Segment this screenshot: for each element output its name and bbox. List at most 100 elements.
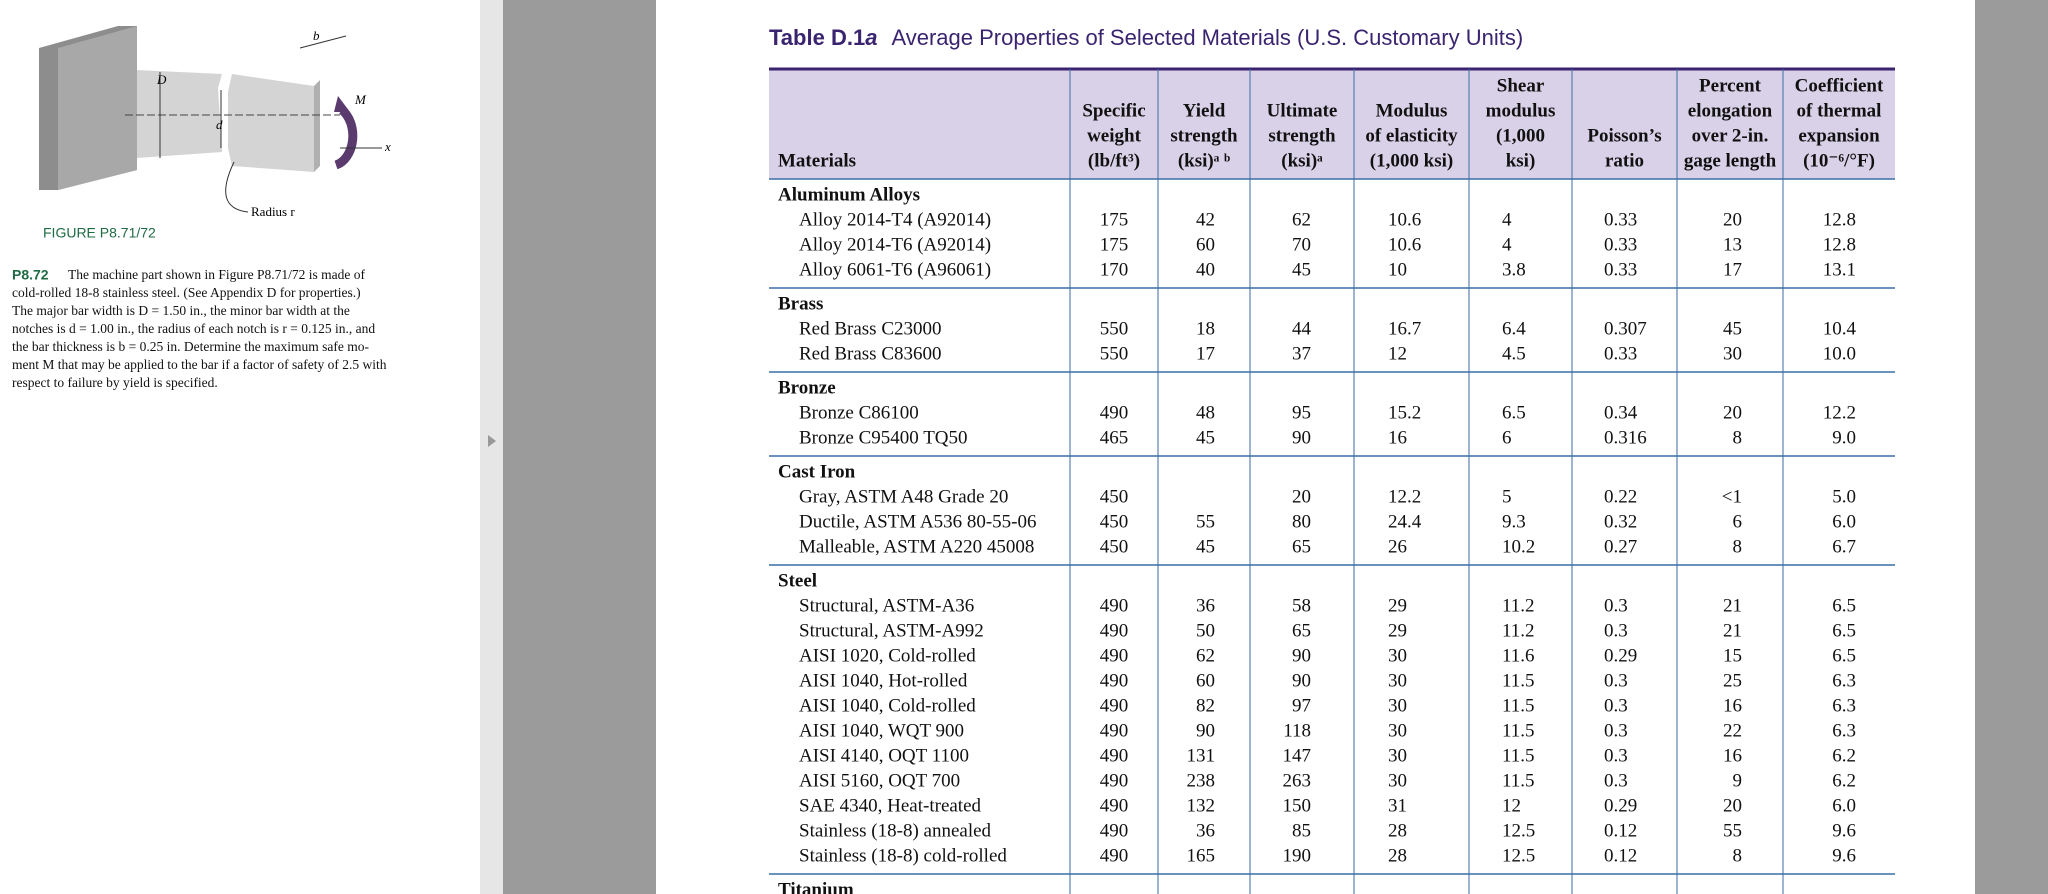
cell-value: 90	[1292, 645, 1311, 666]
cell-value: 12.5	[1502, 845, 1535, 866]
cell-value: 11.6	[1502, 645, 1535, 666]
splitter[interactable]	[480, 0, 503, 894]
cell-value: 165	[1187, 845, 1216, 866]
column-header: elongation	[1688, 100, 1773, 121]
cell-value: 97	[1292, 695, 1311, 716]
figure-illustration	[39, 26, 382, 213]
cell-value: 11.5	[1502, 720, 1535, 741]
cell-value: 0.12	[1604, 845, 1637, 866]
cell-value: 17	[1723, 259, 1742, 280]
cell-value: 82	[1196, 695, 1215, 716]
cell-value: 20	[1723, 795, 1742, 816]
cell-value: 21	[1723, 595, 1742, 616]
figure-label: b	[313, 28, 320, 43]
material-name: Bronze C86100	[799, 402, 919, 423]
material-name: Stainless (18-8) annealed	[799, 820, 992, 841]
column-header: weight	[1087, 125, 1142, 146]
cell-value: 16.7	[1388, 318, 1421, 339]
cell-value: 29	[1388, 595, 1407, 616]
material-name: AISI 4140, OQT 1100	[799, 745, 969, 766]
cell-value: 490	[1100, 620, 1129, 641]
gutter	[1975, 0, 2048, 894]
cell-value: 30	[1388, 645, 1407, 666]
cell-value: 12.2	[1388, 486, 1421, 507]
cell-value: 10.6	[1388, 209, 1421, 230]
cell-value: 28	[1388, 820, 1407, 841]
cell-value: 10.0	[1823, 343, 1856, 364]
cell-value: 20	[1723, 209, 1742, 230]
cell-value: 6.3	[1832, 670, 1856, 691]
cell-value: 45	[1292, 259, 1311, 280]
cell-value: 0.33	[1604, 343, 1637, 364]
figure-caption: FIGURE P8.71/72	[43, 225, 156, 241]
cell-value: 30	[1388, 670, 1407, 691]
cell-value: 12.5	[1502, 820, 1535, 841]
material-name: Stainless (18-8) cold-rolled	[799, 845, 1007, 866]
group-heading: Bronze	[778, 377, 836, 398]
column-header: of thermal	[1797, 100, 1882, 121]
cell-value: 550	[1100, 343, 1129, 364]
cell-value: 6	[1502, 427, 1512, 448]
cell-value: 0.3	[1604, 595, 1628, 616]
cell-value: 10.4	[1823, 318, 1857, 339]
cell-value: 6.3	[1832, 720, 1856, 741]
problem-line: the bar thickness is b = 0.25 in. Determ…	[12, 339, 370, 354]
cell-value: 490	[1100, 645, 1129, 666]
material-name: Malleable, ASTM A220 45008	[799, 536, 1034, 557]
cell-value: 13	[1723, 234, 1742, 255]
column-header: (lb/ft³)	[1088, 150, 1140, 171]
cell-value: 65	[1292, 620, 1311, 641]
cell-value: 10.2	[1502, 536, 1535, 557]
cell-value: 6.2	[1832, 745, 1856, 766]
cell-value: 16	[1723, 745, 1742, 766]
cell-value: 9.6	[1832, 820, 1856, 841]
cell-value: 17	[1196, 343, 1215, 364]
cell-value: 9	[1733, 770, 1743, 791]
cell-value: 90	[1292, 427, 1311, 448]
cell-value: 11.2	[1502, 620, 1535, 641]
cell-value: 6.0	[1832, 511, 1856, 532]
cell-value: 3.8	[1502, 259, 1526, 280]
cell-value: 10.6	[1388, 234, 1421, 255]
cell-value: 175	[1100, 234, 1129, 255]
cell-value: 0.34	[1604, 402, 1638, 423]
column-header: Specific	[1082, 100, 1145, 121]
cell-value: 0.22	[1604, 486, 1637, 507]
column-header: Poisson’s	[1587, 125, 1661, 146]
cell-value: 550	[1100, 318, 1129, 339]
group-heading: Brass	[778, 293, 823, 314]
cell-value: 150	[1283, 795, 1312, 816]
table-label-suffix: a	[865, 25, 877, 50]
group-heading: Aluminum Alloys	[778, 184, 920, 205]
material-name: Ductile, ASTM A536 80-55-06	[799, 511, 1037, 532]
column-header: gage length	[1684, 150, 1777, 171]
problem-line: The machine part shown in Figure P8.71/7…	[68, 267, 365, 282]
cell-value: 490	[1100, 670, 1129, 691]
cell-value: 238	[1187, 770, 1216, 791]
cell-value: 95	[1292, 402, 1311, 423]
cell-value: 0.3	[1604, 770, 1628, 791]
cell-value: 6.4	[1502, 318, 1526, 339]
cell-value: 450	[1100, 511, 1129, 532]
table-label: Table D.1	[769, 25, 865, 50]
cell-value: 12	[1502, 795, 1521, 816]
cell-value: 5.0	[1832, 486, 1856, 507]
header-background	[769, 69, 1895, 179]
cell-value: 36	[1196, 820, 1215, 841]
cell-value: 0.316	[1604, 427, 1647, 448]
column-header: (1,000 ksi)	[1370, 150, 1453, 171]
figure-label: Radius r	[251, 204, 295, 219]
cell-value: 0.33	[1604, 234, 1637, 255]
splitter-arrow[interactable]	[488, 435, 496, 447]
table-title-text: Average Properties of Selected Materials…	[891, 25, 1523, 50]
cell-value: 0.307	[1604, 318, 1647, 339]
cell-value: 6.5	[1832, 595, 1856, 616]
cell-value: 131	[1187, 745, 1216, 766]
cell-value: 8	[1733, 845, 1743, 866]
cell-value: 4	[1502, 209, 1512, 230]
cell-value: 6.5	[1832, 645, 1856, 666]
column-header: Ultimate	[1267, 100, 1338, 121]
cell-value: 490	[1100, 595, 1129, 616]
cell-value: 11.2	[1502, 595, 1535, 616]
cell-value: 62	[1196, 645, 1215, 666]
